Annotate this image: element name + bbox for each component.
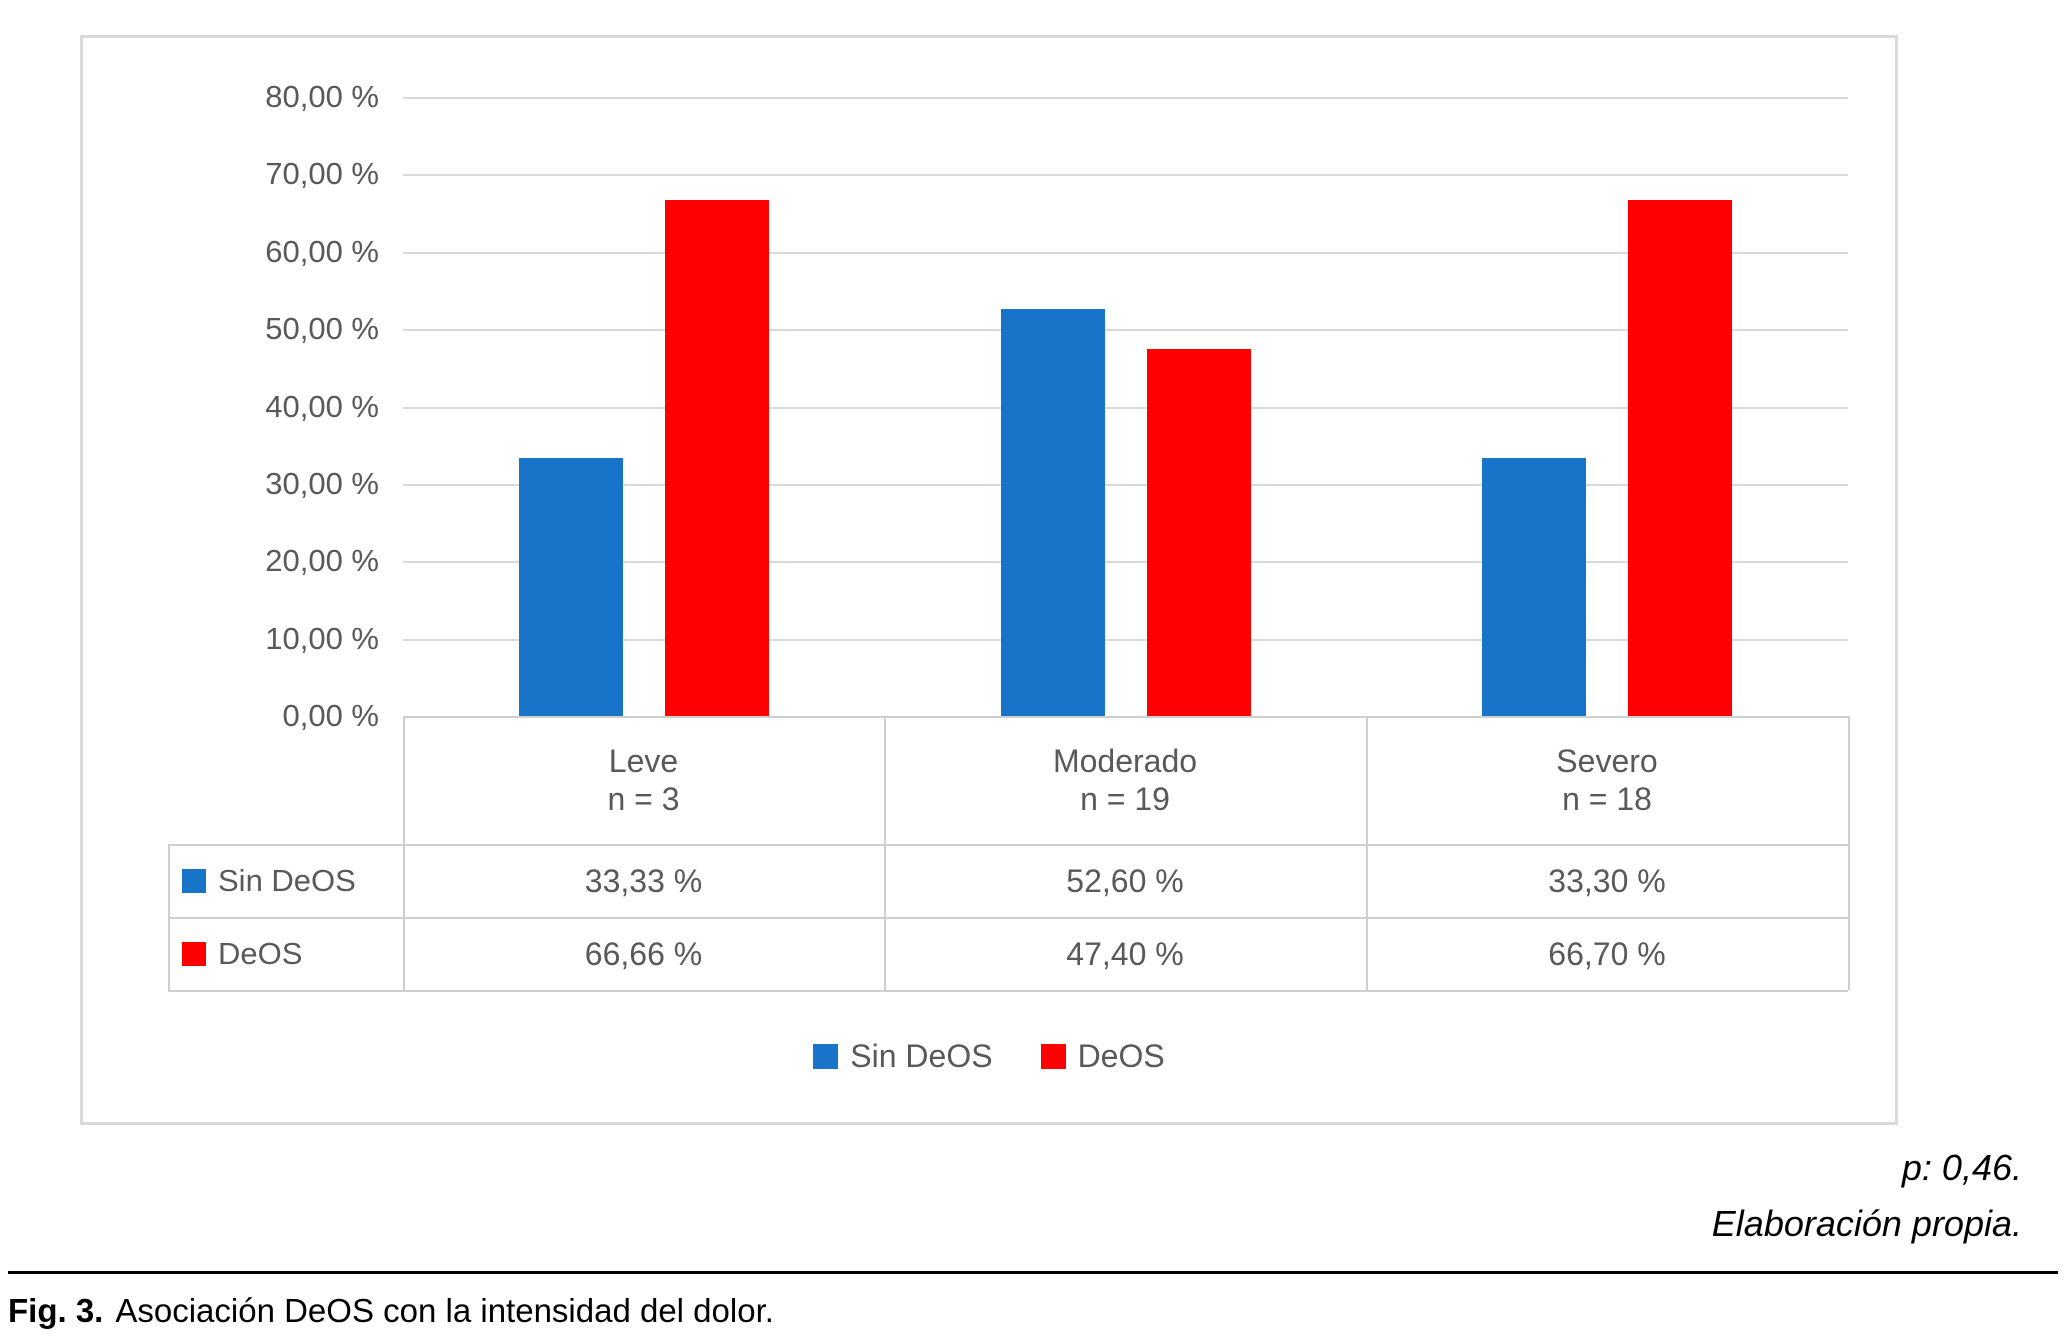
legend-swatch-icon [813,1044,839,1069]
table-border [168,917,1848,919]
legend: Sin DeOS DeOS [83,1038,1895,1075]
table-border [168,990,1848,992]
y-axis-tick-label: 50,00 % [265,311,379,347]
table-border [1848,716,1850,990]
bar-deos [664,200,769,716]
note-p-value: p: 0,46. [1901,1147,2022,1188]
table-value-cell: 33,30 % [1548,862,1666,899]
caption-text: Asociación DeOS con la intensidad del do… [115,1292,774,1329]
table-border [403,716,1848,718]
category-sublabel: n = 18 [1562,781,1652,817]
table-value-cell: 66,70 % [1548,935,1666,972]
y-axis-tick-label: 40,00 % [265,388,379,424]
table-border [403,716,405,990]
gridline [403,406,1848,409]
series-name: DeOS [218,935,303,971]
y-axis-tick-label: 80,00 % [265,79,379,114]
legend-label: Sin DeOS [850,1038,993,1074]
legend-label: DeOS [1077,1038,1165,1074]
table-border [168,844,1848,846]
gridline [403,251,1848,254]
y-axis-tick-label: 60,00 % [265,233,379,269]
bar-sin-deos [1482,458,1587,716]
category-sublabel: n = 19 [1080,781,1170,817]
table-series-row-header: Sin DeOS [168,844,403,917]
bar-sin-deos [1000,309,1105,716]
y-axis-tick-label: 20,00 % [265,543,379,579]
gridline [403,97,1848,99]
y-axis-tick-label: 70,00 % [265,156,379,192]
table-category-header: Leve n = 3 [403,716,884,844]
table-border [884,716,886,990]
series-name: Sin DeOS [218,862,356,898]
category-label: Moderado [1052,743,1198,779]
table-category-header: Moderado n = 19 [884,716,1366,844]
figure-divider [8,1271,2058,1274]
y-axis-tick-label: 0,00 % [282,698,379,733]
gridline [403,329,1848,332]
table-value-cell: 47,40 % [1066,935,1184,972]
category-label: Severo [1556,743,1658,779]
table-value-cell: 33,33 % [584,862,703,899]
category-sublabel: n = 3 [607,781,680,817]
bar-deos [1146,349,1251,716]
legend-item: DeOS [1040,1038,1165,1075]
caption-prefix: Fig. 3. [8,1292,104,1329]
y-axis-tick-label: 10,00 % [265,620,379,656]
y-axis-tick-label: 30,00 % [265,465,379,501]
table-value-cell: 52,60 % [1066,862,1184,899]
chart-frame: 0,00 % 10,00 % 20,00 % 30,00 % 40,00 % 50,00 … [80,35,1898,1125]
bar-deos [1628,199,1733,716]
legend-swatch-icon [1040,1044,1066,1069]
figure-caption: Fig. 3. Asociación DeOS con la intensidad… [8,1292,774,1330]
table-border [168,844,170,990]
table-value-cell: 66,66 % [584,935,703,972]
category-label: Leve [608,743,679,779]
table-category-header: Severo n = 18 [1366,716,1848,844]
gridline [403,638,1848,641]
series-swatch-icon [182,941,206,966]
bar-sin-deos [518,458,623,716]
gridline [403,483,1848,486]
gridline [403,561,1848,564]
table-series-row-header: DeOS [168,917,403,990]
table-border [1366,716,1368,990]
legend-item: Sin DeOS [813,1038,993,1075]
series-swatch-icon [182,868,206,893]
gridline [403,174,1848,177]
note-source: Elaboración propia. [1711,1203,2022,1244]
